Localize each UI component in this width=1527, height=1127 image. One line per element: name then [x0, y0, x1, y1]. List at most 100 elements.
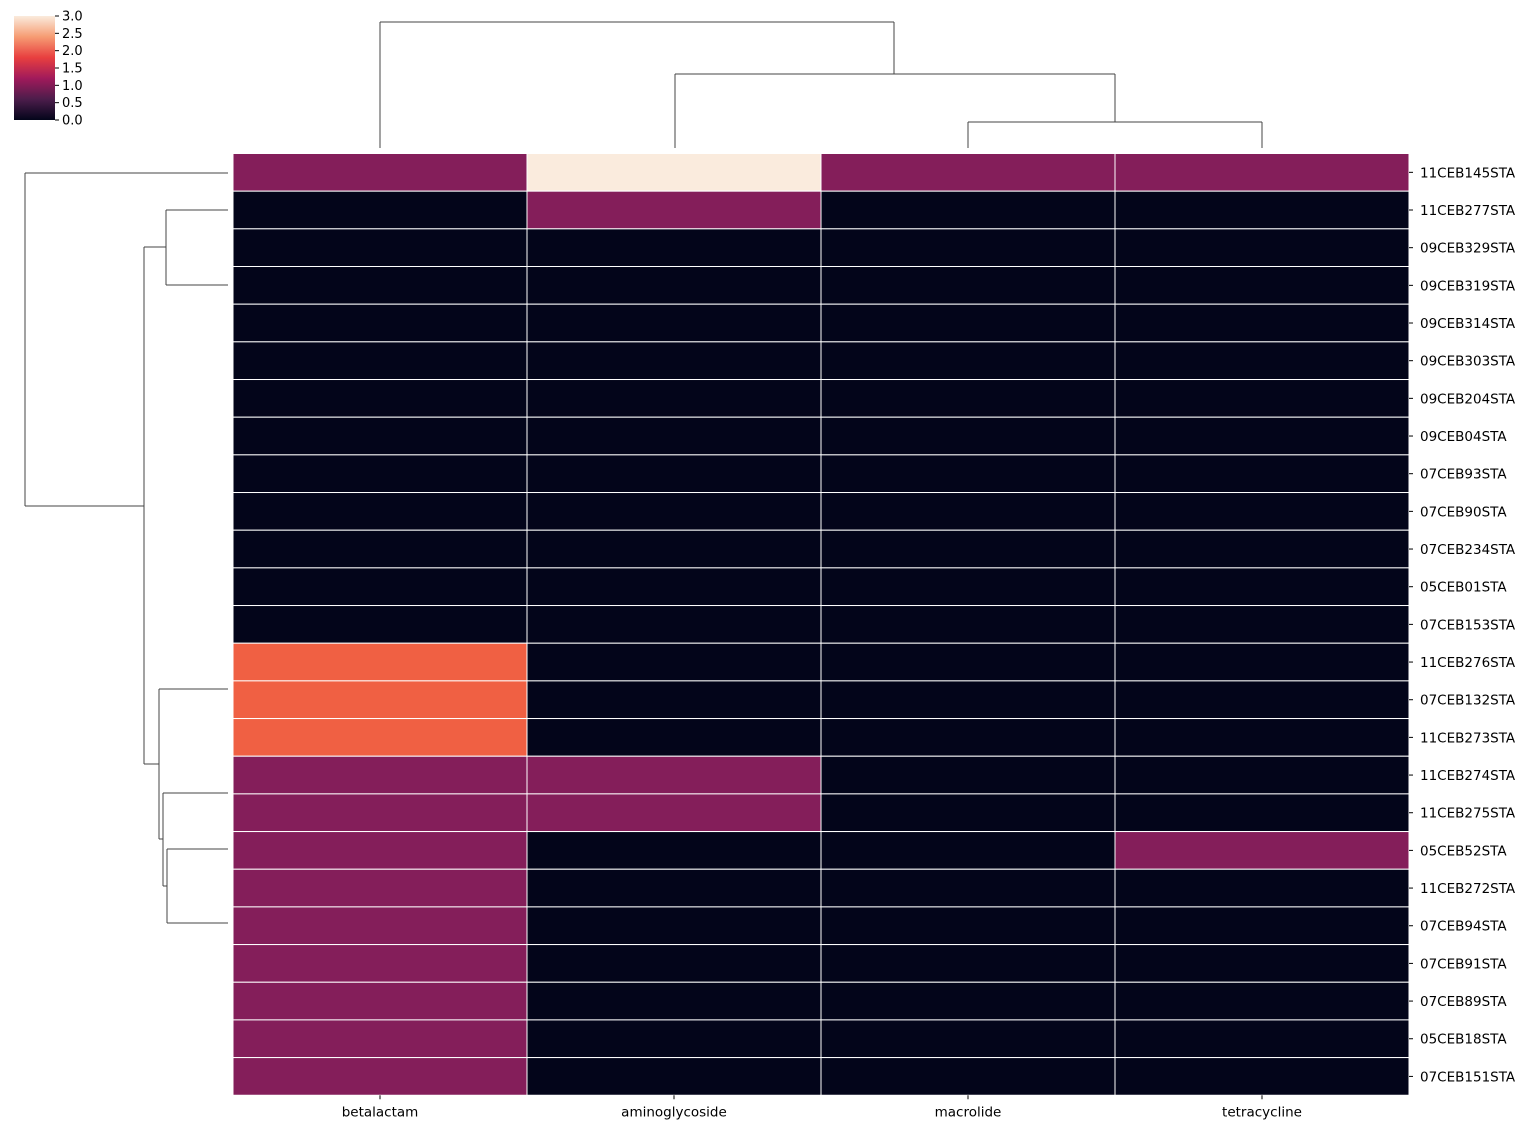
heatmap-cell [232, 303, 528, 343]
column-label: betalactam [342, 1104, 419, 1120]
heatmap-cell [232, 944, 528, 983]
heatmap-cell [526, 379, 822, 418]
heatmap-cell [820, 190, 1116, 230]
heatmap-cell [820, 793, 1116, 833]
heatmap-cell [1114, 454, 1410, 494]
colorbar-ticks: 0.0 0.5 1.0 1.5 2.0 2.5 3.0 [55, 10, 83, 129]
heatmap-cell [232, 793, 528, 833]
heatmap-cell [232, 831, 528, 870]
heatmap-cell [1114, 981, 1410, 1021]
row-label: 11CEB273STA [1420, 730, 1516, 746]
row-label: 05CEB01STA [1420, 580, 1507, 596]
heatmap-cell [1114, 755, 1410, 795]
row-label: 07CEB234STA [1420, 542, 1516, 558]
row-label: 07CEB94STA [1420, 919, 1507, 935]
heatmap-cell [820, 906, 1116, 946]
heatmap-cell [1114, 680, 1410, 720]
heatmap-cell [1114, 793, 1410, 833]
row-label: 09CEB303STA [1420, 354, 1516, 370]
heatmap-cell [1114, 1057, 1410, 1096]
heatmap-cell [1114, 831, 1410, 870]
heatmap-cell [526, 303, 822, 343]
row-label: 11CEB277STA [1420, 203, 1516, 219]
heatmap-cell [232, 1019, 528, 1059]
heatmap-cell [526, 228, 822, 268]
heatmap-cell [526, 190, 822, 230]
heatmap-cell [526, 567, 822, 607]
heatmap-cell [232, 266, 528, 305]
heatmap-cell [232, 153, 528, 192]
heatmap-cell [232, 492, 528, 531]
heatmap-cell [1114, 605, 1410, 644]
heatmap-cell [820, 605, 1116, 644]
heatmap-cell [232, 755, 528, 795]
heatmap-cell [232, 642, 528, 682]
colorbar-gradient [14, 16, 55, 120]
row-labels: 11CEB145STA 11CEB277STA 09CEB329STA 09CEB31… [1409, 165, 1516, 1085]
heatmap-cell [820, 492, 1116, 531]
heatmap-cell [232, 379, 528, 418]
colorbar-tick-label: 0.5 [62, 96, 83, 111]
heatmap-cell [526, 718, 822, 757]
heatmap-cell [1114, 567, 1410, 607]
heatmap-cell [526, 341, 822, 381]
heatmap-cell [820, 642, 1116, 682]
heatmap-cell [820, 529, 1116, 569]
heatmap-cell [232, 529, 528, 569]
row-label: 09CEB319STA [1420, 278, 1516, 294]
heatmap-cell [526, 981, 822, 1021]
row-label: 07CEB153STA [1420, 617, 1516, 633]
heatmap-cell [820, 755, 1116, 795]
column-label: aminoglycoside [621, 1104, 727, 1120]
heatmap-cell [1114, 492, 1410, 531]
column-labels: betalactam aminoglycoside macrolide tetracy… [342, 1095, 1302, 1120]
heatmap-cell [1114, 303, 1410, 343]
heatmap-cell [526, 416, 822, 456]
heatmap-cell [1114, 718, 1410, 757]
heatmap-cell [1114, 266, 1410, 305]
colorbar-tick-label: 1.5 [62, 62, 83, 77]
heatmap-cell [526, 266, 822, 305]
row-label: 07CEB90STA [1420, 504, 1507, 520]
heatmap-cell [526, 605, 822, 644]
heatmap-cell [820, 303, 1116, 343]
heatmap-cell [526, 755, 822, 795]
heatmap-cell [526, 793, 822, 833]
heatmap-cell [526, 680, 822, 720]
heatmap-cell [820, 341, 1116, 381]
colorbar-tick-label: 3.0 [62, 10, 83, 25]
heatmap-cell [1114, 153, 1410, 192]
row-label: 11CEB145STA [1420, 165, 1516, 181]
heatmap-cell [1114, 868, 1410, 908]
heatmap-cell [232, 718, 528, 757]
heatmap-cell [1114, 379, 1410, 418]
heatmap-cell [820, 228, 1116, 268]
row-label: 05CEB18STA [1420, 1032, 1507, 1048]
heatmap-cell [526, 642, 822, 682]
heatmap-cell [1114, 341, 1410, 381]
row-label: 09CEB329STA [1420, 241, 1516, 257]
heatmap-cell [232, 605, 528, 644]
heatmap-cell [232, 906, 528, 946]
column-dendrogram [379, 21, 1263, 148]
heatmap-cell [1114, 1019, 1410, 1059]
row-dendrogram [24, 172, 228, 924]
heatmap-cell [820, 718, 1116, 757]
heatmap-cell [232, 341, 528, 381]
heatmap-cell [232, 228, 528, 268]
heatmap-cell [820, 1057, 1116, 1096]
heatmap-cell [526, 529, 822, 569]
colorbar-tick-label: 2.5 [62, 27, 83, 42]
heatmap-cell [1114, 416, 1410, 456]
heatmap-cell [820, 266, 1116, 305]
heatmap-cell [820, 416, 1116, 456]
heatmap-cell [820, 567, 1116, 607]
heatmap-cell [526, 153, 822, 192]
heatmap-cell [232, 981, 528, 1021]
heatmap-cell [232, 868, 528, 908]
heatmap-cells [232, 153, 1410, 1096]
row-label: 11CEB276STA [1420, 655, 1516, 671]
heatmap-cell [820, 680, 1116, 720]
heatmap-cell [232, 416, 528, 456]
